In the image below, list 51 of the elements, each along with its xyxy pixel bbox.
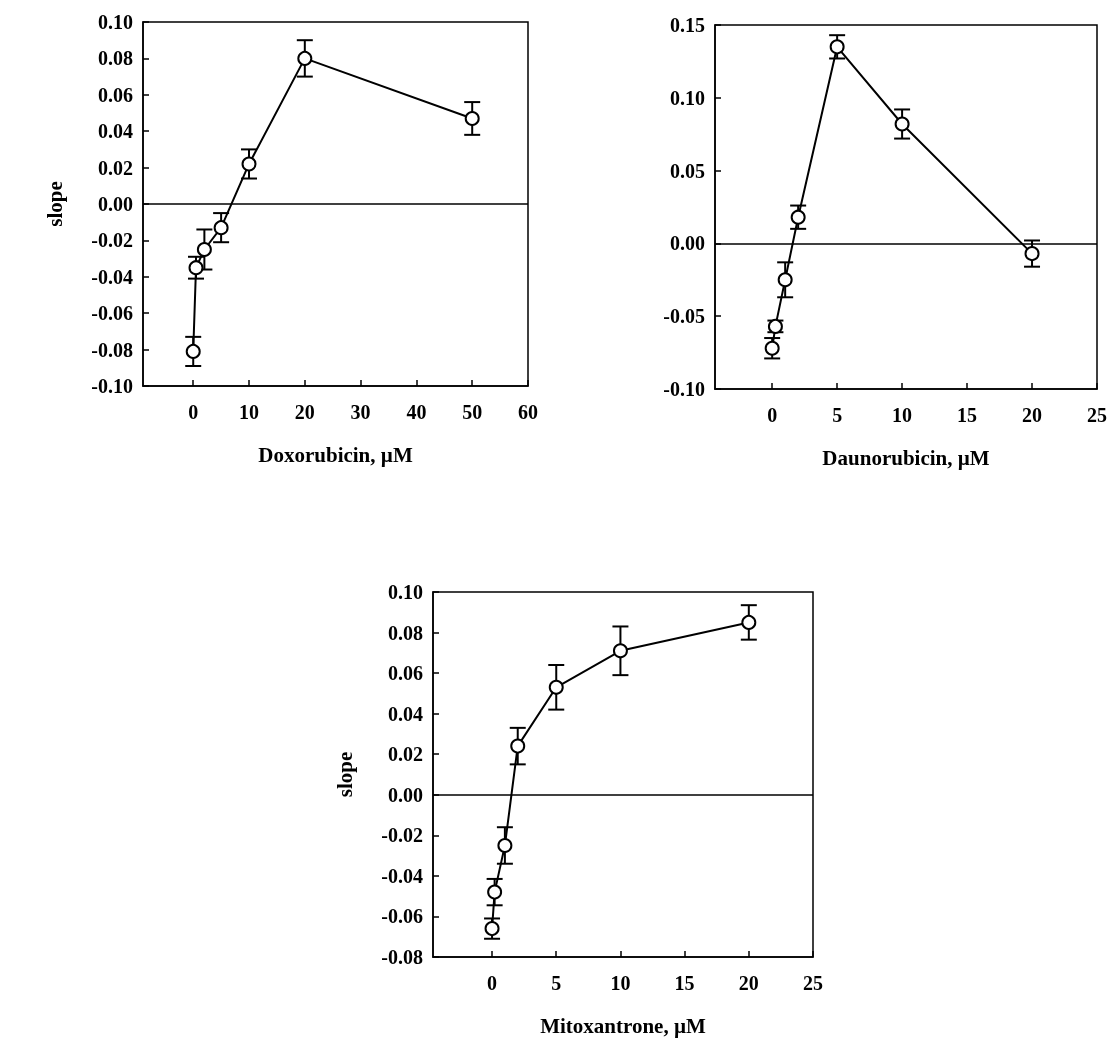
y-tick-label: -0.10: [91, 375, 133, 397]
y-tick-label: 0.00: [388, 783, 423, 806]
x-tick-label: 40: [406, 401, 427, 423]
x-axis-title: Doxorubicin, µM: [258, 442, 413, 467]
y-tick-label: 0.10: [670, 86, 705, 109]
x-tick-label: 0: [767, 404, 778, 426]
y-tick-label: 0.15: [670, 14, 705, 36]
y-tick-label: -0.08: [91, 338, 133, 361]
y-tick-label: -0.04: [91, 265, 133, 288]
y-tick-label: -0.04: [381, 864, 423, 887]
x-axis-title: Daunorubicin, µM: [822, 445, 990, 470]
x-tick-label: 60: [518, 401, 538, 423]
y-tick-label: 0.02: [388, 743, 423, 766]
x-tick-label: 20: [294, 401, 315, 423]
x-tick-label: 10: [892, 404, 913, 426]
x-tick-label: 10: [610, 972, 631, 994]
y-tick-label: -0.06: [381, 905, 423, 928]
y-tick-label: 0.06: [388, 662, 423, 685]
y-tick-label: 0.00: [98, 193, 133, 215]
x-tick-label: 25: [803, 972, 823, 994]
y-tick-label: 0.06: [98, 83, 133, 106]
y-tick-label: 0.10: [388, 581, 423, 603]
y-tick-label: 0.10: [98, 11, 133, 33]
y-tick-label: -0.05: [663, 305, 705, 328]
y-tick-label: 0.00: [670, 232, 705, 255]
y-tick-label: 0.02: [98, 156, 133, 179]
x-tick-label: 10: [239, 401, 260, 423]
x-tick-label: 20: [1022, 404, 1043, 426]
x-tick-label: 0: [188, 401, 199, 423]
y-tick-label: -0.10: [663, 378, 705, 400]
x-tick-label: 5: [832, 404, 843, 426]
y-axis-title: slope: [42, 181, 67, 227]
y-tick-label: 0.05: [670, 159, 705, 182]
y-tick-label: -0.08: [381, 946, 423, 968]
y-tick-label: -0.02: [91, 229, 133, 252]
x-tick-label: 25: [1087, 404, 1107, 426]
x-tick-label: 50: [462, 401, 483, 423]
y-axis-title: slope: [332, 751, 357, 798]
y-tick-label: 0.08: [98, 47, 133, 70]
x-tick-label: 0: [487, 972, 498, 994]
x-tick-label: 30: [350, 401, 371, 423]
y-tick-label: -0.06: [91, 302, 133, 325]
y-tick-label: 0.08: [388, 621, 423, 644]
y-tick-label: 0.04: [388, 702, 423, 725]
x-tick-label: 15: [957, 404, 978, 426]
x-axis-title: Mitoxantrone, µM: [540, 1013, 707, 1038]
y-tick-label: 0.04: [98, 120, 133, 143]
x-tick-label: 5: [551, 972, 562, 994]
y-tick-label: -0.02: [381, 824, 423, 847]
x-tick-label: 15: [674, 972, 695, 994]
x-tick-label: 20: [738, 972, 759, 994]
